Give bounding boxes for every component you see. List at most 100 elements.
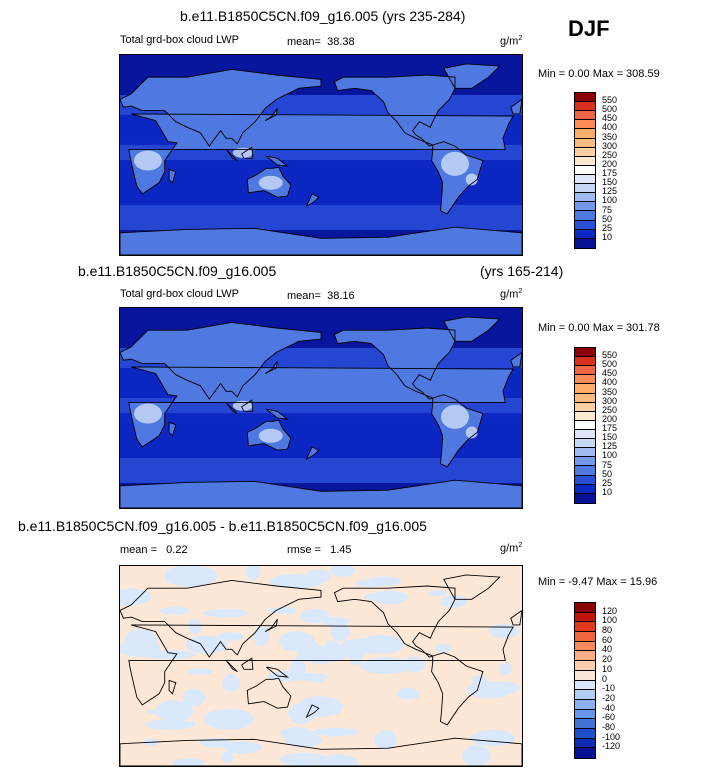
colorbar-tick-label: 60 (602, 634, 613, 645)
field-negative-patch (180, 570, 196, 577)
colorbar-box (575, 93, 595, 103)
colorbar-tick-label: -20 (602, 692, 616, 703)
field-negative-patch (488, 624, 520, 638)
field-negative-patch (182, 688, 205, 707)
coastline (225, 402, 238, 415)
colorbar-box (575, 457, 595, 467)
colorbar-box (575, 661, 595, 671)
field-high-value (465, 426, 478, 439)
colorbar-tick-label: 200 (602, 413, 618, 424)
colorbar-tick-label: 125 (602, 441, 618, 452)
field-negative-patch (359, 635, 405, 654)
colorbar-tick-label: 450 (602, 113, 618, 124)
colorbar-box (575, 366, 595, 376)
colorbar-box (575, 184, 595, 194)
coastline (128, 366, 514, 448)
coastline (241, 399, 254, 412)
colorbar-box (575, 238, 595, 248)
colorbar-box (575, 202, 595, 212)
coastline (241, 657, 254, 670)
coastline (264, 619, 278, 633)
colorbar-box (575, 384, 595, 394)
colorbar-tick-label: 350 (602, 386, 618, 397)
field-band (120, 458, 522, 483)
field-negative-patch (428, 590, 448, 597)
colorbar-tick-label: 25 (602, 477, 613, 488)
field-high-value (258, 175, 283, 190)
coastline (246, 677, 292, 709)
field-negative-patch (284, 733, 323, 748)
coastline (241, 146, 254, 159)
field-land-area (266, 156, 288, 167)
colorbar-box (575, 439, 595, 449)
field-negative-patch (470, 730, 515, 747)
colorbar-box (575, 622, 595, 633)
panel3-mean-label: mean = (120, 544, 157, 556)
coastline (333, 74, 456, 147)
coastline (128, 113, 514, 195)
panel1-units-text: g/m (500, 35, 519, 48)
field-negative-patch (158, 607, 191, 615)
colorbar-tick-label: 80 (602, 625, 613, 636)
panel1-units: g/m2 (500, 35, 522, 48)
colorbar-box (575, 680, 595, 691)
field-negative-patch (311, 727, 361, 737)
colorbar-tick-label: 40 (602, 644, 613, 655)
field-negative-patch (300, 609, 330, 624)
field-negative-patch (187, 668, 214, 675)
coastline (266, 155, 290, 167)
coastline (431, 141, 484, 215)
field-high-value (465, 173, 478, 186)
panel3-mean: mean = 0.22 (120, 544, 188, 556)
field-land-area (443, 63, 500, 89)
coastline (333, 585, 456, 658)
colorbar-tick-label: 125 (602, 186, 618, 197)
panel1-colorbar-labels: 550 500 450 400 350 300 250 200 175 150 125 100 75 50… (602, 92, 642, 247)
field-negative-patch (203, 609, 249, 618)
field-band (120, 205, 522, 230)
colorbar-tick-label: 500 (602, 104, 618, 115)
panel2-map (119, 307, 523, 509)
coastline (333, 327, 456, 400)
panel2-title-left: b.e11.B1850C5CN.f09_g16.005 (78, 263, 277, 279)
colorbar-tick-label: 550 (602, 350, 618, 361)
coastline (120, 321, 322, 400)
coastline (510, 351, 522, 368)
field-negative-patch (253, 625, 270, 647)
colorbar-tick-label: 250 (602, 404, 618, 415)
field-negative-patch (322, 616, 350, 627)
panel1-map (119, 54, 523, 256)
panel2-units-text: g/m (500, 288, 519, 301)
field-negative-patch (493, 682, 520, 694)
colorbar-box (575, 632, 595, 642)
panel3-colorbar (574, 602, 596, 759)
colorbar-tick-label: 550 (602, 95, 618, 106)
field-high-value (133, 403, 162, 424)
field-negative-patch (330, 622, 350, 642)
panel2-mean-value: 38.16 (327, 290, 355, 302)
panel1-mean: mean= 38.38 (287, 36, 355, 48)
field-negative-patch (364, 592, 406, 602)
panel1-colorbar (574, 92, 596, 249)
field-land-area (266, 409, 288, 420)
colorbar-box (575, 138, 595, 148)
coastline (431, 652, 484, 726)
colorbar-box (575, 102, 595, 112)
coastline (305, 193, 320, 208)
colorbar-box (575, 429, 595, 440)
colorbar-tick-label: 300 (602, 140, 618, 151)
field-negative-patch (269, 573, 325, 589)
colorbar-tick-label: 300 (602, 395, 618, 406)
panel2-units-sup: 2 (518, 288, 523, 295)
colorbar-tick-label: 20 (602, 654, 613, 665)
colorbar-tick-label: 50 (602, 468, 613, 479)
season-label: DJF (568, 16, 610, 41)
coastline (168, 421, 177, 437)
coastline (266, 408, 290, 420)
coastline (246, 419, 292, 451)
field-negative-patch (356, 579, 386, 588)
field-negative-patch (217, 632, 245, 641)
field-negative-patch (188, 619, 202, 635)
field-negative-patch (144, 719, 196, 730)
coastline (128, 624, 514, 706)
